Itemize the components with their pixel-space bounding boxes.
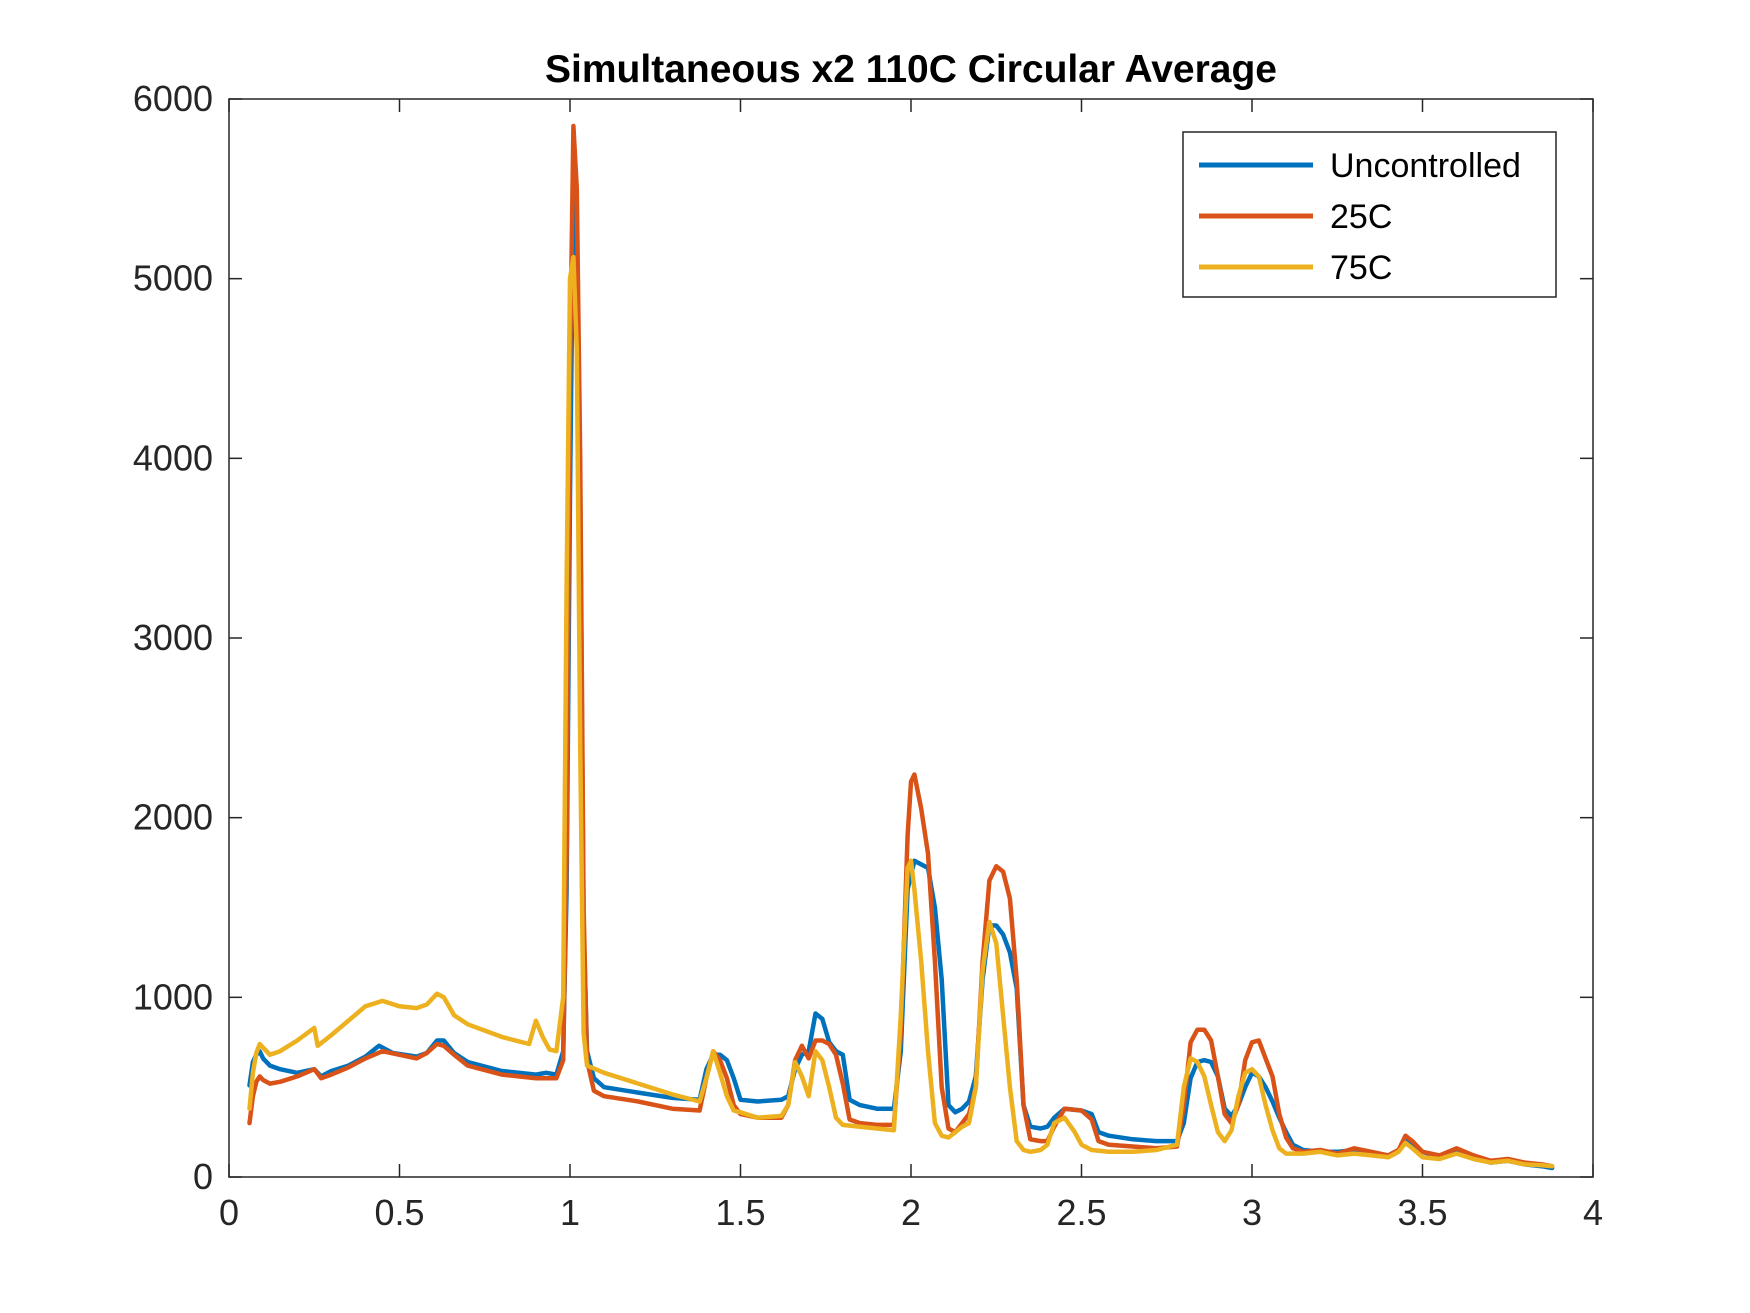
legend-label: 25C bbox=[1330, 198, 1392, 236]
series-line-uncontrolled bbox=[247, 186, 1555, 1171]
x-tick-label: 0.5 bbox=[374, 1192, 424, 1233]
series-line-25c bbox=[247, 123, 1555, 1169]
legend-label: 75C bbox=[1330, 249, 1392, 287]
legend: Uncontrolled 25C 75C bbox=[1182, 131, 1557, 298]
ticks-group: 0 0.5 1 1.5 2 2.5 3 3.5 4 0 1000 2000 3000 4000 5000 60… bbox=[133, 78, 1603, 1233]
y-tick-label: 3000 bbox=[133, 617, 213, 658]
x-tick-label: 2.5 bbox=[1056, 1192, 1106, 1233]
x-tick-label: 4 bbox=[1583, 1192, 1603, 1233]
y-tick-label: 0 bbox=[193, 1156, 213, 1197]
x-tick-label: 1 bbox=[560, 1192, 580, 1233]
chart-title: Simultaneous x2 110C Circular Average bbox=[545, 48, 1277, 91]
y-tick-label: 5000 bbox=[133, 258, 213, 299]
series-line-75c bbox=[247, 254, 1555, 1169]
x-tick-label: 3.5 bbox=[1397, 1192, 1447, 1233]
x-tick-label: 2 bbox=[901, 1192, 921, 1233]
y-tick-label: 2000 bbox=[133, 797, 213, 838]
x-tick-label: 0 bbox=[219, 1192, 239, 1233]
x-tick-label: 1.5 bbox=[715, 1192, 765, 1233]
y-tick-label: 6000 bbox=[133, 78, 213, 119]
y-tick-label: 1000 bbox=[133, 976, 213, 1017]
series-group bbox=[247, 123, 1555, 1171]
x-tick-label: 3 bbox=[1242, 1192, 1262, 1233]
legend-label: Uncontrolled bbox=[1330, 147, 1521, 185]
y-tick-label: 4000 bbox=[133, 437, 213, 478]
